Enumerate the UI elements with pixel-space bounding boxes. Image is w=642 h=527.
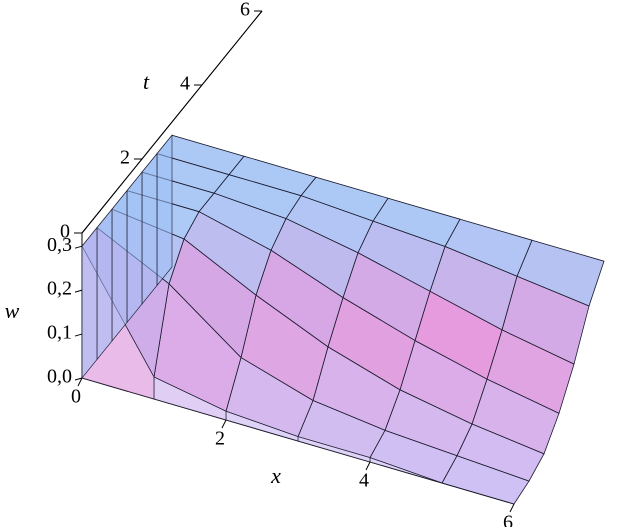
surface-side — [156, 134, 173, 287]
x-tick — [509, 503, 515, 513]
z-tick-label: 0,2 — [47, 278, 72, 300]
surface-side — [81, 226, 98, 379]
x-axis-label: x — [270, 463, 281, 488]
surface-side — [96, 208, 113, 361]
surface-side — [126, 171, 143, 324]
y-tick-label: 6 — [240, 0, 250, 21]
t-axis-label: t — [143, 69, 150, 94]
x-tick — [221, 419, 227, 429]
z-tick — [74, 333, 83, 337]
z-tick — [74, 245, 83, 249]
z-tick — [74, 377, 83, 381]
z-tick-label: 0,1 — [47, 322, 72, 344]
y-tick-label: 2 — [120, 147, 130, 169]
w-axis-label: w — [5, 298, 20, 323]
surface-side — [111, 189, 128, 342]
y-tick-label: 0 — [60, 221, 70, 243]
x-tick — [77, 377, 83, 387]
x-tick-label: 2 — [215, 428, 225, 450]
z-tick-label: 0,3 — [47, 234, 72, 256]
surface-side — [141, 152, 158, 305]
y-tick-label: 4 — [180, 73, 190, 95]
x-tick-label: 6 — [503, 512, 513, 527]
x-tick-label: 4 — [359, 470, 369, 492]
box-edge — [81, 10, 263, 234]
z-tick-label: 0,0 — [47, 366, 72, 388]
x-tick — [365, 461, 371, 471]
z-tick — [74, 289, 83, 293]
x-tick-label: 0 — [71, 386, 81, 408]
